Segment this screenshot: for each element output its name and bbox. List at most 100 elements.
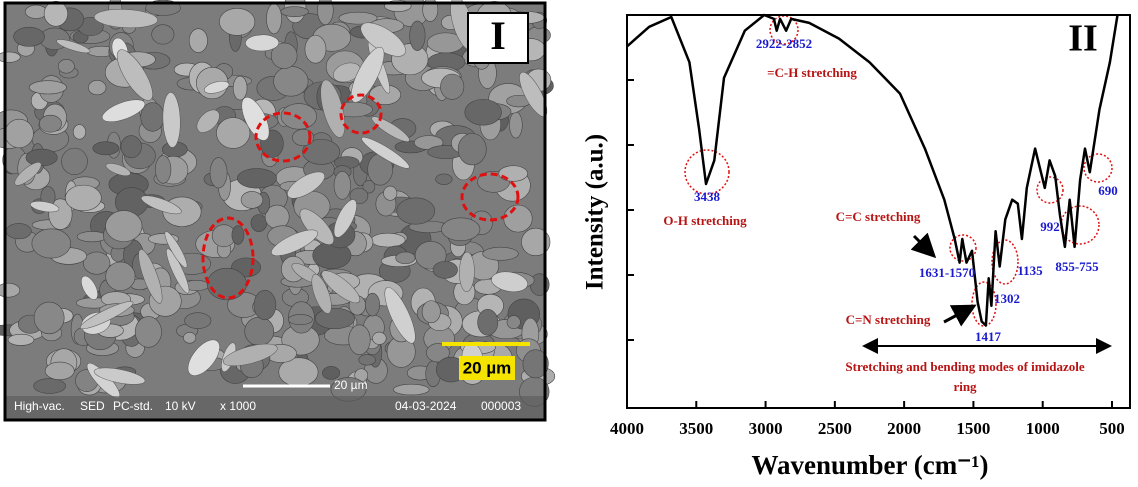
grain	[183, 332, 195, 343]
annotation: 855-755	[1055, 259, 1099, 274]
grain	[77, 231, 107, 241]
grain	[25, 5, 47, 18]
grain	[106, 211, 142, 242]
annotation: =C-H stretching	[767, 65, 857, 80]
grain	[232, 226, 244, 245]
grain	[219, 8, 255, 35]
grain	[509, 112, 522, 138]
grain	[458, 133, 486, 164]
annotation: 2922-2852	[756, 36, 812, 51]
annotation: C=C stretching	[836, 209, 921, 224]
grain	[315, 308, 354, 329]
scale-badge: 20 µm	[463, 358, 512, 377]
info-item: 10 kV	[165, 399, 196, 413]
grain	[266, 4, 281, 34]
grain	[483, 247, 519, 260]
grain	[26, 149, 57, 166]
grain	[34, 379, 66, 394]
annotation: 1417	[975, 329, 1002, 344]
annotation: O-H stretching	[663, 213, 747, 228]
grain	[288, 314, 312, 324]
grain	[39, 115, 61, 132]
info-item: PC-std.	[113, 399, 153, 413]
info-item: High-vac.	[14, 399, 65, 413]
info-item: x 1000	[220, 399, 256, 413]
grain	[152, 25, 174, 45]
grain	[185, 313, 211, 329]
grain	[207, 268, 246, 300]
grain	[349, 325, 371, 355]
x-tick-label: 1500	[956, 419, 990, 438]
annotation: 1302	[994, 291, 1020, 306]
grain	[371, 233, 405, 247]
panel-label: I	[490, 13, 506, 58]
grain	[83, 252, 110, 274]
grain	[245, 317, 274, 346]
grain	[155, 156, 171, 184]
grain	[274, 66, 309, 96]
info-item: SED	[80, 399, 105, 413]
annotation: 992	[1040, 219, 1060, 234]
grain	[478, 309, 498, 335]
grain	[396, 252, 415, 264]
info-item: 04-03-2024	[395, 399, 457, 413]
grain	[210, 158, 227, 188]
grain	[45, 362, 74, 380]
grain	[436, 174, 452, 185]
annotation: C=N stretching	[846, 312, 931, 327]
grain	[305, 35, 326, 63]
grain	[410, 21, 425, 51]
x-tick-label: 2500	[818, 419, 852, 438]
grain	[440, 74, 463, 99]
y-axis-title: Intensity (a.u.)	[582, 134, 609, 290]
x-tick-label: 500	[1099, 419, 1125, 438]
grain	[0, 52, 20, 62]
grain	[507, 316, 520, 329]
y-minor-ticks	[627, 80, 634, 340]
x-tick-label: 2000	[887, 419, 921, 438]
x-tick-label: 1000	[1026, 419, 1060, 438]
grain	[65, 185, 101, 211]
grain	[135, 317, 161, 348]
annotation: Stretching and bending modes of imidazol…	[845, 359, 1084, 374]
grain	[433, 261, 458, 278]
grain	[44, 1, 68, 26]
figure: I 20 µm 20 µm High-vac.SEDPC-std.10 kVx …	[0, 0, 1138, 487]
panel-label: II	[1068, 18, 1098, 60]
grain	[62, 148, 88, 175]
grain	[393, 384, 429, 395]
grain	[93, 142, 119, 155]
grain	[334, 171, 351, 199]
grain	[106, 262, 135, 291]
spectrum	[627, 15, 1118, 326]
x-axis-title: Wavenumber (cm⁻¹)	[751, 450, 988, 480]
grain	[281, 7, 309, 17]
x-tick-label: 4000	[610, 419, 644, 438]
grain	[6, 223, 31, 238]
grain	[233, 76, 247, 100]
grain	[397, 198, 435, 224]
grain	[8, 334, 34, 345]
grain	[216, 118, 250, 149]
annotation: 1631-1570	[919, 265, 975, 280]
grain	[254, 290, 276, 319]
grain	[73, 125, 85, 140]
grain	[251, 215, 267, 232]
x-tick-label: 3000	[749, 419, 783, 438]
grain	[237, 169, 276, 189]
grain	[58, 59, 74, 73]
annotation: 1135	[1017, 263, 1043, 278]
annotation: ring	[953, 379, 977, 394]
ftir-chart: II Intensity (a.u.) Wavenumber (cm⁻¹) 40…	[582, 15, 1130, 480]
grain	[29, 81, 66, 94]
grain	[32, 229, 71, 258]
annotation: 3438	[694, 189, 721, 204]
annotation: 690	[1098, 183, 1118, 198]
grain	[189, 29, 207, 53]
grain	[34, 302, 64, 334]
grain	[14, 27, 45, 46]
grain	[422, 301, 440, 323]
grain	[465, 99, 502, 125]
grain	[365, 293, 379, 316]
grain	[359, 355, 376, 366]
